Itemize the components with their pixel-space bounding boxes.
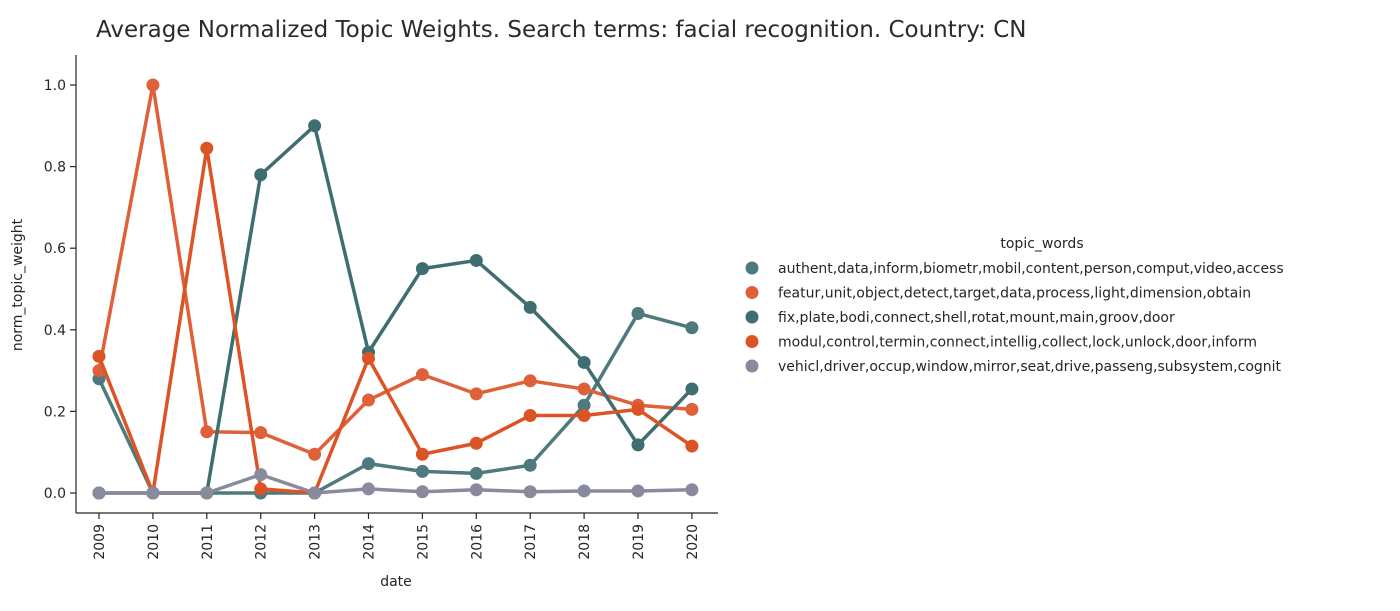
- data-point: [308, 486, 322, 500]
- series: [92, 468, 699, 500]
- y-tick-label: 0.8: [44, 160, 66, 176]
- y-tick-label: 1.0: [44, 78, 66, 94]
- data-point: [577, 408, 591, 422]
- data-point: [577, 382, 591, 396]
- x-tick-label: 2019: [631, 524, 647, 560]
- data-point: [362, 457, 375, 471]
- data-point: [92, 486, 106, 500]
- data-point: [469, 436, 483, 450]
- data-point: [523, 374, 537, 388]
- x-tick-label: 2010: [146, 524, 162, 560]
- data-point: [469, 466, 483, 480]
- data-point: [469, 253, 483, 267]
- data-point: [685, 483, 699, 497]
- x-tick-label: 2009: [92, 524, 108, 560]
- legend-label: featur,unit,object,detect,target,data,pr…: [778, 286, 1251, 302]
- chart-title: Average Normalized Topic Weights. Search…: [96, 17, 1027, 43]
- x-tick-label: 2017: [523, 524, 539, 560]
- x-tick-label: 2013: [308, 524, 324, 560]
- data-point: [631, 306, 645, 320]
- series: [92, 119, 699, 500]
- data-point: [362, 482, 375, 496]
- x-ticks: 2009 2010 2011 2012 2013 2014 2015 2016 2017 2018…: [92, 513, 701, 560]
- data-point: [254, 168, 268, 182]
- data-point: [415, 368, 429, 382]
- y-tick-label: 0.6: [44, 241, 66, 257]
- legend-item: fix,plate,bodi,connect,shell,rotat,mount…: [745, 310, 1175, 326]
- data-point: [415, 262, 429, 276]
- data-point: [523, 300, 537, 314]
- series: [92, 141, 699, 500]
- legend-items: authent,data,inform,biometr,mobil,conten…: [745, 261, 1284, 375]
- data-point: [523, 408, 537, 422]
- data-point: [254, 468, 268, 482]
- data-point: [469, 387, 483, 401]
- data-point: [631, 438, 645, 452]
- data-point: [685, 439, 699, 453]
- data-point: [200, 425, 214, 439]
- x-tick-label: 2014: [362, 524, 378, 560]
- data-point: [577, 398, 591, 412]
- series-group: [92, 78, 699, 500]
- data-point: [631, 484, 645, 498]
- data-point: [685, 321, 699, 335]
- data-point: [146, 486, 160, 500]
- legend-label: fix,plate,bodi,connect,shell,rotat,mount…: [778, 310, 1175, 326]
- series-line: [99, 472, 692, 495]
- legend-item: authent,data,inform,biometr,mobil,conten…: [745, 261, 1284, 277]
- data-point: [146, 78, 160, 92]
- legend-item: vehicl,driver,occup,window,mirror,seat,d…: [745, 359, 1282, 375]
- legend-marker: [745, 286, 759, 299]
- data-point: [308, 447, 322, 461]
- data-point: [254, 426, 268, 440]
- data-point: [415, 464, 429, 478]
- legend-label: vehicl,driver,occup,window,mirror,seat,d…: [778, 359, 1282, 375]
- data-point: [685, 402, 699, 416]
- data-point: [685, 382, 699, 396]
- data-point: [200, 486, 214, 500]
- y-ticks: 0.0 0.2 0.4 0.6 0.8 1.0: [44, 78, 76, 502]
- series-line: [97, 146, 693, 495]
- data-point: [523, 485, 537, 499]
- legend-marker: [745, 335, 759, 348]
- data-point: [362, 351, 375, 365]
- series-line: [97, 83, 693, 456]
- legend: topic_words authent,data,inform,biometr,…: [745, 236, 1284, 375]
- legend-label: authent,data,inform,biometr,mobil,conten…: [778, 261, 1284, 277]
- data-point: [523, 458, 537, 472]
- x-tick-label: 2020: [685, 524, 701, 560]
- data-point: [577, 484, 591, 498]
- legend-label: modul,control,termin,connect,intellig,co…: [778, 335, 1257, 351]
- data-point: [415, 485, 429, 499]
- x-axis-label: date: [380, 574, 412, 590]
- x-tick-label: 2011: [200, 524, 216, 560]
- data-point: [92, 349, 106, 363]
- x-tick-label: 2015: [415, 524, 431, 560]
- y-axis-label: norm_topic_weight: [10, 218, 26, 351]
- x-tick-label: 2016: [469, 524, 485, 560]
- legend-marker: [745, 310, 759, 324]
- data-point: [362, 393, 375, 407]
- axes: [75, 55, 718, 514]
- legend-marker: [745, 261, 759, 275]
- data-point: [631, 402, 645, 416]
- data-point: [577, 355, 591, 369]
- data-point: [200, 141, 214, 155]
- x-tick-label: 2012: [254, 524, 270, 560]
- y-tick-label: 0.4: [44, 323, 66, 339]
- x-tick-label: 2018: [577, 524, 593, 560]
- legend-marker: [745, 359, 759, 373]
- data-point: [415, 447, 429, 461]
- legend-title: topic_words: [1000, 236, 1083, 252]
- data-point: [308, 119, 322, 133]
- y-tick-label: 0.0: [44, 486, 66, 502]
- data-point: [254, 482, 268, 496]
- data-point: [469, 483, 483, 497]
- legend-item: modul,control,termin,connect,intellig,co…: [745, 335, 1257, 351]
- y-tick-label: 0.2: [44, 404, 66, 420]
- legend-item: featur,unit,object,detect,target,data,pr…: [745, 286, 1251, 302]
